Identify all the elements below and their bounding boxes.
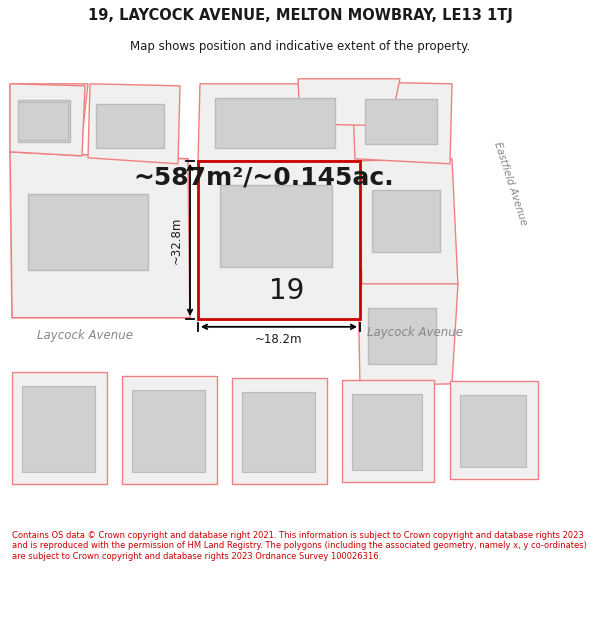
Polygon shape	[0, 318, 600, 349]
Bar	[22, 386, 95, 472]
Bar	[242, 392, 315, 472]
Text: Contains OS data © Crown copyright and database right 2021. This information is : Contains OS data © Crown copyright and d…	[12, 531, 587, 561]
Bar	[122, 376, 217, 484]
Bar	[450, 381, 538, 479]
Bar	[460, 395, 526, 467]
Bar	[132, 390, 205, 472]
Bar	[28, 194, 148, 270]
Text: Laycock Avenue: Laycock Avenue	[367, 326, 463, 339]
Bar	[368, 308, 436, 364]
Text: Map shows position and indicative extent of the property.: Map shows position and indicative extent…	[130, 41, 470, 53]
Bar	[365, 99, 437, 144]
Polygon shape	[198, 161, 360, 319]
Polygon shape	[468, 77, 600, 274]
Polygon shape	[10, 84, 85, 156]
Text: 19: 19	[269, 277, 305, 305]
Bar	[18, 100, 70, 142]
Polygon shape	[475, 77, 600, 274]
Polygon shape	[10, 84, 88, 156]
Bar	[220, 185, 332, 267]
Text: ~32.8m: ~32.8m	[170, 216, 182, 264]
Bar	[352, 394, 422, 470]
Polygon shape	[88, 84, 180, 164]
Bar	[18, 102, 68, 140]
Text: Eastfield Avenue: Eastfield Avenue	[492, 141, 528, 227]
Bar	[232, 378, 327, 484]
Polygon shape	[198, 84, 358, 161]
Text: ~18.2m: ~18.2m	[255, 333, 303, 346]
Text: 19, LAYCOCK AVENUE, MELTON MOWBRAY, LE13 1TJ: 19, LAYCOCK AVENUE, MELTON MOWBRAY, LE13…	[88, 8, 512, 23]
Bar	[372, 190, 440, 252]
Bar	[96, 104, 164, 148]
Bar	[12, 372, 107, 484]
Polygon shape	[352, 82, 452, 164]
Bar	[342, 380, 434, 482]
Text: ~587m²/~0.145ac.: ~587m²/~0.145ac.	[134, 166, 394, 189]
Polygon shape	[358, 284, 458, 386]
Polygon shape	[298, 79, 400, 126]
Text: Laycock Avenue: Laycock Avenue	[37, 329, 133, 342]
Polygon shape	[358, 159, 458, 286]
Polygon shape	[10, 152, 190, 318]
Bar	[215, 98, 335, 148]
